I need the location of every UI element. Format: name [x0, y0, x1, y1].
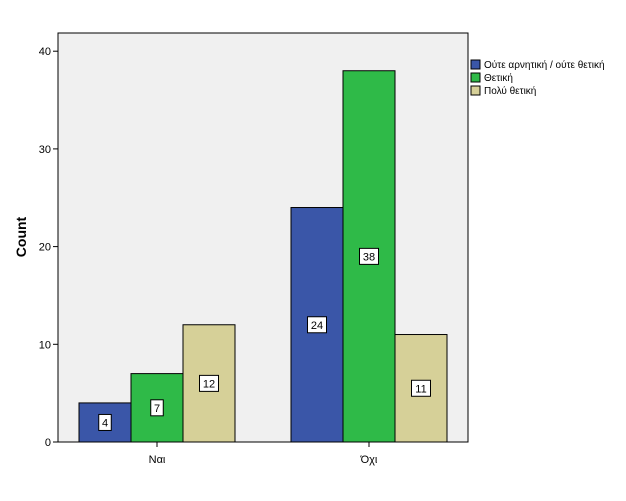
data-label-box	[307, 316, 327, 334]
x-tick-label: Όχι	[360, 454, 378, 466]
bars-layer	[78, 70, 448, 443]
y-tick-label: 40	[39, 46, 51, 58]
data-label: 11	[415, 383, 426, 395]
data-label-box	[411, 379, 431, 397]
data-label: 12	[203, 378, 215, 390]
legend-label: Πολύ θετική	[484, 85, 536, 97]
legend-swatch	[470, 72, 481, 83]
y-tick-label: 0	[45, 437, 51, 449]
data-label: 38	[363, 251, 375, 263]
y-axis-title: Count	[13, 216, 29, 257]
y-ticks-layer: 0 10 20 30 40	[39, 46, 58, 449]
data-label-box	[98, 413, 112, 431]
data-label: 7	[154, 403, 160, 415]
data-label: 4	[102, 417, 108, 429]
data-label: 24	[311, 320, 323, 332]
x-ticks-layer: Ναι Όχι	[149, 442, 378, 466]
y-tick-label: 20	[39, 242, 51, 254]
data-label-box	[359, 247, 379, 265]
legend-swatch	[470, 59, 481, 70]
y-tick-label: 30	[39, 144, 51, 156]
y-tick-label: 10	[39, 339, 51, 351]
data-label-box	[199, 374, 219, 392]
legend-label: Ούτε αρνητική / ούτε θετική	[484, 59, 605, 71]
data-labels-layer: 4 7 12 24 38 11	[98, 247, 431, 431]
x-tick-label: Ναι	[149, 454, 166, 466]
legend-label: Θετική	[484, 72, 513, 84]
legend-swatch	[470, 85, 481, 96]
data-label-box	[150, 399, 164, 417]
